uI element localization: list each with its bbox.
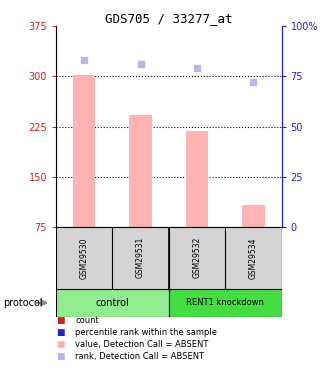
Bar xyxy=(242,205,265,227)
Text: ■: ■ xyxy=(56,328,65,337)
Text: value, Detection Call = ABSENT: value, Detection Call = ABSENT xyxy=(75,340,209,349)
Bar xyxy=(186,131,208,227)
Text: protocol: protocol xyxy=(3,298,43,308)
Text: ■: ■ xyxy=(56,316,65,325)
Text: count: count xyxy=(75,316,99,325)
Bar xyxy=(56,289,169,317)
Text: ■: ■ xyxy=(56,340,65,349)
Text: percentile rank within the sample: percentile rank within the sample xyxy=(75,328,217,337)
Text: GSM29534: GSM29534 xyxy=(249,237,258,279)
Text: rank, Detection Call = ABSENT: rank, Detection Call = ABSENT xyxy=(75,352,204,362)
Bar xyxy=(73,75,95,227)
Text: GSM29532: GSM29532 xyxy=(193,237,202,279)
Bar xyxy=(169,289,282,317)
Text: RENT1 knockdown: RENT1 knockdown xyxy=(186,298,264,307)
Text: control: control xyxy=(96,298,129,308)
Bar xyxy=(129,115,152,227)
Text: GSM29531: GSM29531 xyxy=(136,237,145,279)
Text: GSM29530: GSM29530 xyxy=(80,237,89,279)
Title: GDS705 / 33277_at: GDS705 / 33277_at xyxy=(105,12,233,25)
Text: ■: ■ xyxy=(56,352,65,362)
